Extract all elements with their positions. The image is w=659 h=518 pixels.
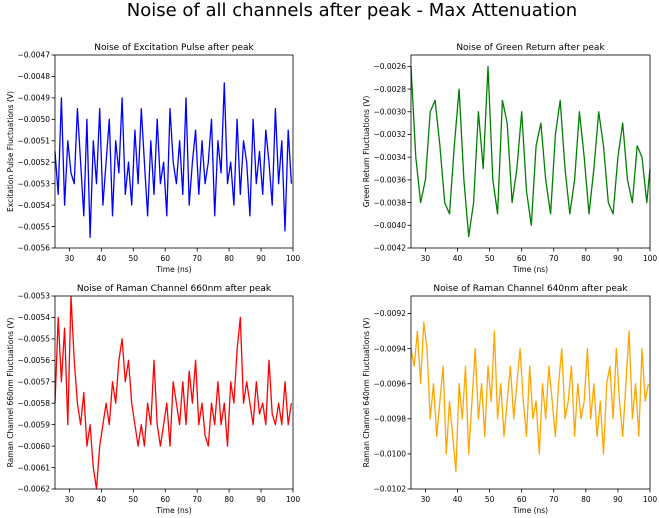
x-tick-label: 100 [286,495,301,504]
y-tick-label: −0.0059 [17,420,50,429]
y-tick-label: −0.0042 [373,244,406,253]
x-tick-label: 80 [581,254,591,263]
y-axis-label: Green Return Fluctuations (V) [362,96,371,208]
series-line [410,321,650,473]
plot-frame [54,295,294,490]
y-tick-label: −0.0092 [373,309,406,318]
y-tick-label: −0.0036 [373,176,406,185]
x-tick-label: 70 [192,254,202,263]
x-tick-label: 70 [192,495,202,504]
x-tick-label: 50 [128,495,138,504]
x-tick-label: 30 [421,495,431,504]
y-axis-label: Raman Channel 660nm Fluctuations (V) [6,318,15,468]
y-tick-label: −0.0028 [373,85,406,94]
x-tick-label: 30 [421,254,431,263]
x-axis-label: Time (ns) [155,265,191,274]
y-tick-label: −0.0054 [17,313,50,322]
y-tick-label: −0.0096 [373,379,406,388]
y-tick-label: −0.0048 [17,72,50,81]
x-tick-label: 40 [453,495,463,504]
y-tick-label: −0.0102 [373,485,406,494]
chart-3: 30 40 50 60 70 80 90 100 −0.0062 −0.0061 −0.0060 −0… [6,284,300,515]
y-axis-label: Raman Channel 640nm Fluctuations (V) [362,318,371,468]
y-tick-label: −0.0061 [17,463,50,472]
x-tick-label: 80 [581,495,591,504]
figure-suptitle: Noise of all channels after peak - Max A… [127,0,577,21]
x-axis-label: Time (ns) [512,265,548,274]
y-axis-label: Excitation Pulse Fluctuations (V) [6,91,15,212]
y-tick-label: −0.0050 [17,115,50,124]
x-tick-label: 40 [453,254,463,263]
y-tick-label: −0.0053 [17,179,50,188]
x-tick-label: 100 [643,254,658,263]
y-tick-label: −0.0057 [17,377,50,386]
x-tick-label: 60 [160,495,170,504]
y-tick-label: −0.0047 [17,51,50,60]
y-tick-label: −0.0034 [373,153,406,162]
y-tick-label: −0.0055 [17,222,50,231]
series-line [54,295,293,490]
series-line [54,82,293,238]
x-tick-label: 40 [97,495,107,504]
x-tick-label: 100 [286,254,301,263]
x-tick-label: 30 [65,495,75,504]
chart-4: 30 40 50 60 70 80 90 100 −0.0102 −0.0100 −0.0098 −0… [362,284,657,515]
x-tick-label: 50 [485,254,495,263]
x-tick-label: 60 [517,254,527,263]
plot-frame [410,54,651,249]
y-tick-label: −0.0049 [17,94,50,103]
x-tick-label: 70 [549,254,559,263]
y-tick-label: −0.0055 [17,335,50,344]
y-tick-label: −0.0053 [17,292,50,301]
x-tick-label: 30 [65,254,75,263]
x-tick-label: 80 [224,254,234,263]
plot-frame [410,295,651,490]
x-tick-label: 90 [256,495,266,504]
chart-title: Noise of Green Return after peak [456,43,605,53]
chart-1: 30 40 50 60 70 80 90 100 −0.0056 −0.0055 −0.0054 −0… [6,43,300,274]
y-tick-label: −0.0032 [373,130,406,139]
x-tick-label: 90 [613,254,623,263]
y-tick-label: −0.0094 [373,344,406,353]
y-tick-label: −0.0052 [17,158,50,167]
x-tick-label: 70 [549,495,559,504]
y-tick-label: −0.0056 [17,244,50,253]
y-tick-label: −0.0026 [373,62,406,71]
x-tick-label: 50 [128,254,138,263]
y-tick-label: −0.0038 [373,198,406,207]
x-tick-label: 80 [224,495,234,504]
x-axis-label: Time (ns) [512,506,548,515]
series-line [410,65,651,238]
x-tick-label: 40 [97,254,107,263]
y-tick-label: −0.0060 [17,442,50,451]
y-tick-label: −0.0100 [373,450,406,459]
chart-2: 30 40 50 60 70 80 90 100 −0.0042 −0.0040 −0.0038 −0… [362,43,657,274]
chart-title: Noise of Excitation Pulse after peak [94,43,254,53]
y-tick-label: −0.0062 [17,485,50,494]
x-tick-label: 90 [256,254,266,263]
chart-title: Noise of Raman Channel 660nm after peak [77,284,272,294]
y-tick-label: −0.0030 [373,107,406,116]
x-tick-label: 60 [160,254,170,263]
x-tick-label: 60 [517,495,527,504]
y-tick-label: −0.0058 [17,399,50,408]
y-tick-label: −0.0098 [373,415,406,424]
x-tick-label: 100 [643,495,658,504]
x-axis-label: Time (ns) [155,506,191,515]
y-tick-label: −0.0054 [17,201,50,210]
x-tick-label: 90 [613,495,623,504]
x-tick-label: 50 [485,495,495,504]
y-tick-label: −0.0040 [373,221,406,230]
y-tick-label: −0.0051 [17,136,50,145]
y-tick-label: −0.0056 [17,356,50,365]
plot-frame [54,54,294,249]
chart-title: Noise of Raman Channel 640nm after peak [433,284,628,294]
